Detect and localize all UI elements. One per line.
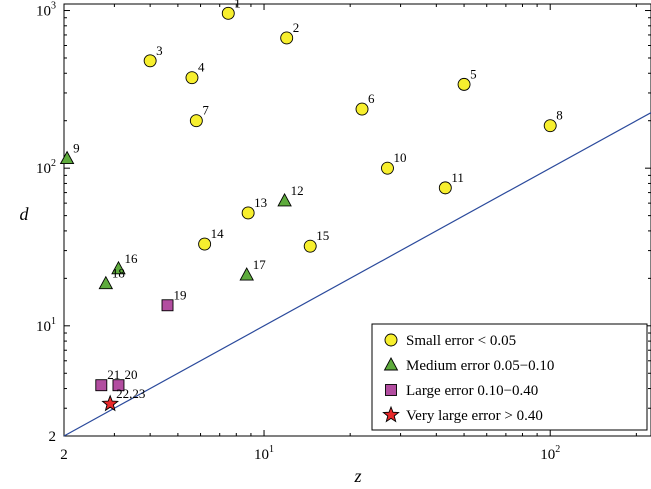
x-tick-label: 102 [540, 444, 560, 463]
legend-triangle-swatch [383, 357, 399, 371]
point-11-marker [438, 181, 452, 195]
point-16-label: 16 [124, 251, 138, 266]
point-4-label: 4 [198, 60, 205, 75]
legend-star-swatch [382, 405, 400, 423]
point-9-label: 9 [73, 141, 80, 156]
y-tick-label: 2 [49, 429, 57, 445]
x-tick-label: 2 [60, 447, 68, 463]
point-16-marker [111, 260, 126, 275]
point-12-marker [277, 192, 292, 207]
point-13-label: 13 [254, 195, 267, 210]
point-13-marker [241, 206, 255, 220]
point-7-label: 7 [202, 103, 209, 118]
axis-ticks [63, 4, 651, 437]
point-3-label: 3 [156, 43, 163, 58]
point-9-marker [59, 150, 75, 165]
point-18-label: 18 [112, 266, 125, 281]
point-12-label: 12 [291, 183, 304, 198]
point-6-marker [355, 102, 369, 116]
point-21-label: 21 [107, 367, 120, 382]
point-5-marker [457, 77, 471, 91]
point-10-marker [381, 161, 394, 175]
point-17-marker [239, 267, 254, 281]
legend-circle-swatch [384, 333, 398, 347]
point-8-marker [543, 119, 557, 133]
point-6-label: 6 [368, 91, 375, 106]
point-22-23-marker [101, 394, 119, 412]
point-7-marker [189, 114, 203, 128]
legend: Small error < 0.05 Medium error 0.05−0.10… [371, 323, 648, 431]
legend-square-swatch [385, 384, 397, 396]
point-17-label: 17 [253, 257, 266, 272]
reference-line [63, 112, 651, 437]
point-1-marker [221, 6, 235, 20]
point-21-marker [95, 379, 108, 392]
legend-entry-1: Small error < 0.05 [406, 333, 516, 349]
point-3-marker [143, 54, 157, 68]
point-11-label: 11 [451, 170, 464, 185]
y-axis-title: d [20, 204, 30, 224]
point-18-marker [98, 275, 114, 290]
point-4-marker [185, 71, 199, 85]
legend-box [371, 323, 648, 431]
legend-entry-2: Medium error 0.05−0.10 [406, 358, 554, 374]
point-2-marker [280, 31, 294, 45]
point-5-label: 5 [470, 66, 477, 81]
y-tick-label: 101 [36, 316, 56, 335]
x-tick-label: 101 [254, 444, 274, 463]
x-axis-title: z [353, 466, 361, 486]
legend-entry-4: Very large error > 0.40 [406, 408, 543, 424]
point-19-label: 19 [174, 287, 187, 302]
point-19-marker [161, 299, 174, 312]
point-14-label: 14 [211, 226, 225, 241]
point-1-label: 1 [234, 0, 241, 10]
point-2-label: 2 [293, 20, 300, 35]
y-tick-label: 102 [36, 158, 56, 177]
point-14-marker [198, 237, 212, 251]
point-15-marker [303, 239, 317, 253]
point-22-23-label: 22,23 [116, 386, 145, 401]
point-20-marker [112, 379, 125, 392]
point-10-label: 10 [393, 150, 406, 165]
point-8-label: 8 [556, 108, 563, 123]
point-20-label: 20 [124, 367, 137, 382]
data-markers [59, 6, 557, 412]
legend-entry-3: Large error 0.10−0.40 [406, 383, 538, 399]
y-tick-label: 103 [36, 1, 56, 20]
point-15-label: 15 [316, 228, 329, 243]
